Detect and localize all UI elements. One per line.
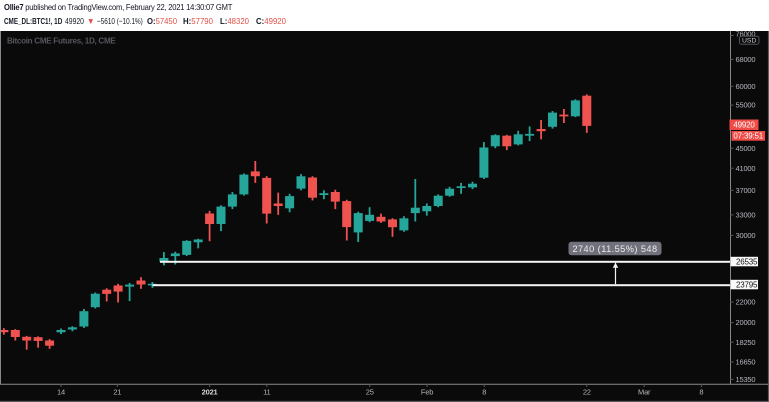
svg-text:8: 8 <box>699 388 703 397</box>
svg-text:37000: 37000 <box>736 186 756 195</box>
svg-text:18250: 18250 <box>736 338 756 347</box>
svg-text:8: 8 <box>482 388 486 397</box>
svg-text:20000: 20000 <box>736 318 756 327</box>
svg-text:11: 11 <box>263 388 270 397</box>
svg-text:15350: 15350 <box>736 375 756 384</box>
svg-text:49920: 49920 <box>733 121 755 130</box>
svg-text:25: 25 <box>366 388 374 397</box>
svg-text:USD: USD <box>742 38 756 45</box>
svg-text:33000: 33000 <box>736 211 756 220</box>
svg-text:22000: 22000 <box>736 298 756 307</box>
svg-text:2740 (11.55%) 548: 2740 (11.55%) 548 <box>572 244 657 254</box>
svg-text:22: 22 <box>583 388 591 397</box>
svg-text:16650: 16650 <box>736 358 756 367</box>
svg-text:2021: 2021 <box>202 388 218 397</box>
svg-text:30000: 30000 <box>736 231 756 240</box>
svg-text:55000: 55000 <box>736 101 756 110</box>
svg-text:Bitcoin CME Futures, 1D, CME: Bitcoin CME Futures, 1D, CME <box>7 37 116 46</box>
svg-text:21: 21 <box>113 388 121 397</box>
svg-text:26535: 26535 <box>736 257 758 266</box>
svg-text:45000: 45000 <box>736 144 756 153</box>
svg-text:68000: 68000 <box>736 55 756 64</box>
svg-text:41000: 41000 <box>736 164 756 173</box>
svg-text:60000: 60000 <box>736 82 756 91</box>
svg-text:Feb: Feb <box>421 388 433 397</box>
svg-text:07:39:51: 07:39:51 <box>733 132 763 141</box>
svg-text:76000: 76000 <box>736 29 756 38</box>
svg-text:23795: 23795 <box>736 280 758 289</box>
svg-text:Mar: Mar <box>638 388 651 397</box>
svg-text:14: 14 <box>57 388 65 397</box>
